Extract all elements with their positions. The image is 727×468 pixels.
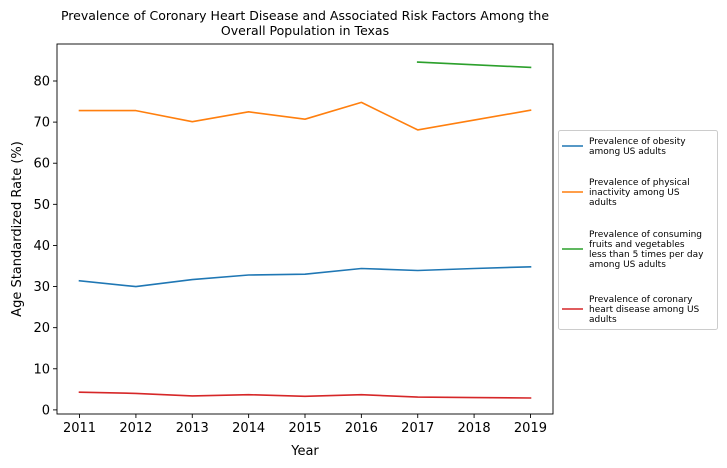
x-tick-label: 2017 [401, 421, 434, 436]
chart-title-line: Overall Population in Texas [221, 23, 389, 38]
y-tick-label: 40 [33, 239, 50, 254]
series-line-1 [78, 265, 532, 288]
y-tick-label: 10 [33, 362, 50, 377]
plot-area [56, 43, 554, 415]
legend-entry-text: Prevalence of physical [589, 178, 690, 188]
y-tick-label: 0 [42, 403, 50, 418]
y-tick-label: 80 [33, 75, 50, 90]
legend-entry-text: adults [589, 315, 617, 325]
x-tick-label: 2012 [119, 421, 152, 436]
chart-title: Prevalence of Coronary Heart Disease and… [61, 8, 549, 38]
plot-frame [56, 43, 554, 415]
legend-entry-text: fruits and vegetables [589, 240, 685, 250]
y-axis: 0 10 20 30 40 50 60 70 80 [33, 75, 57, 418]
x-axis: 2011 2012 2013 2014 2015 2016 2017 2018 2019 [63, 414, 547, 436]
legend-entry-text: among US adults [589, 260, 666, 270]
legend-entry-text: among US adults [589, 147, 666, 157]
y-tick-label: 70 [33, 116, 50, 131]
series-lines [78, 61, 532, 399]
x-tick-label: 2015 [288, 421, 321, 436]
y-tick-label: 60 [33, 157, 50, 172]
legend-entry-text: inactivity among US [589, 188, 680, 198]
legend-entry-text: heart disease among US [589, 305, 700, 315]
series-line-2 [78, 101, 532, 131]
y-tick-label: 50 [33, 198, 50, 213]
y-axis-label: Age Standardized Rate (%) [10, 141, 25, 317]
x-tick-label: 2014 [232, 421, 265, 436]
x-tick-label: 2016 [345, 421, 378, 436]
y-tick-label: 30 [33, 280, 50, 295]
x-tick-label: 2018 [458, 421, 491, 436]
legend-entry-text: Prevalence of consuming [589, 230, 702, 240]
chart-title-line: Prevalence of Coronary Heart Disease and… [61, 8, 549, 23]
series-line-3 [416, 61, 532, 69]
x-tick-label: 2019 [514, 421, 547, 436]
legend-entry-text: less than 5 times per day [589, 250, 704, 260]
x-tick-label: 2013 [176, 421, 209, 436]
legend-entry-text: adults [589, 198, 617, 208]
legend-entry-text: Prevalence of obesity [589, 137, 686, 147]
legend-entry-text: Prevalence of coronary [589, 295, 693, 305]
legend-box [558, 130, 718, 330]
x-axis-label: Year [290, 444, 319, 459]
series-line-4 [78, 391, 532, 399]
y-tick-label: 20 [33, 321, 50, 336]
x-tick-label: 2011 [63, 421, 96, 436]
